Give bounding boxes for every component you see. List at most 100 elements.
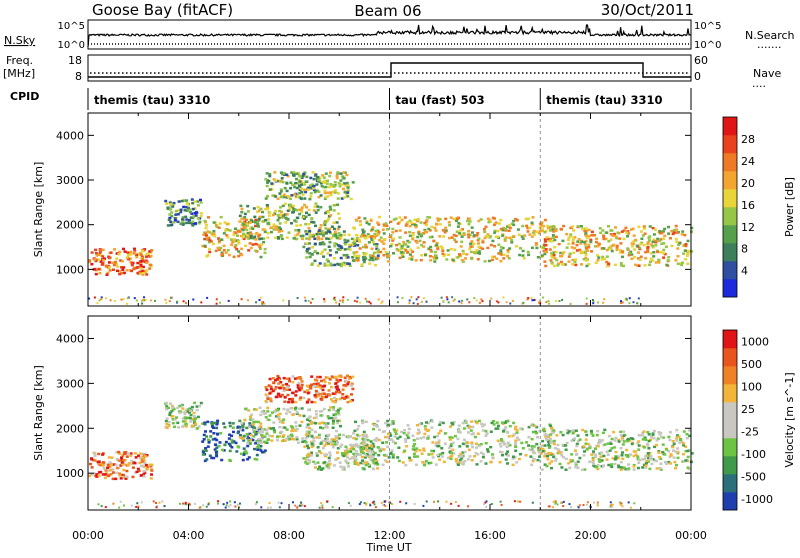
echo-cell [386, 425, 390, 428]
echo-cell [316, 175, 320, 179]
echo-cell [554, 228, 558, 231]
echo-cell [299, 388, 303, 391]
echo-cell [308, 184, 312, 187]
echo-cell [214, 450, 218, 454]
echo-cell [88, 474, 91, 478]
echo-cell [508, 236, 512, 240]
echo-cell [94, 251, 98, 255]
echo-cell [536, 256, 540, 259]
y-axis-title: Slant Range [km] [32, 162, 45, 258]
echo-cell [308, 252, 312, 255]
echo-cell [364, 433, 368, 437]
echo-cell [434, 444, 438, 447]
echo-cell [370, 238, 374, 242]
echo-cell [103, 257, 106, 260]
echo-cell [503, 238, 507, 241]
echo-cell [108, 461, 112, 464]
echo-cell [343, 452, 347, 455]
echo-cell [408, 253, 412, 256]
echo-cell [570, 453, 574, 456]
echo-cell [253, 457, 257, 461]
echo-cell [101, 473, 105, 476]
echo-cell [202, 438, 206, 441]
echo-cell [227, 253, 231, 257]
echo-cell [405, 222, 409, 225]
echo-cell [229, 238, 233, 241]
echo-cell [271, 389, 275, 393]
echo-cell [246, 436, 250, 440]
echo-cell [339, 233, 343, 237]
echo-cell [517, 233, 521, 236]
echo-cell [629, 453, 632, 456]
echo-cell [351, 243, 355, 246]
echo-cell [576, 225, 580, 228]
echo-cell [321, 504, 324, 507]
echo-cell [385, 441, 389, 444]
echo-cell [620, 454, 624, 457]
echo-cell [391, 420, 395, 423]
echo-cell [386, 228, 389, 231]
echo-cell [201, 450, 205, 454]
echo-cell [264, 207, 268, 211]
echo-cell [386, 419, 390, 423]
echo-cell [309, 422, 313, 425]
echo-cell [144, 463, 148, 467]
echo-cell [260, 450, 264, 454]
echo-cell [172, 201, 176, 205]
echo-cell [269, 385, 273, 388]
echo-cell [619, 461, 623, 464]
echo-cell [439, 429, 443, 433]
echo-cell [265, 429, 269, 432]
echo-cell [411, 434, 415, 437]
echo-cell [585, 247, 588, 250]
echo-cell [267, 214, 271, 217]
echo-cell [551, 234, 555, 237]
echo-cell [544, 452, 547, 456]
echo-cell [321, 174, 325, 177]
echo-cell [403, 429, 407, 432]
echo-cell [543, 218, 547, 222]
echo-cell [357, 424, 361, 428]
echo-cell [539, 301, 542, 304]
colorbar-tick-label: 24 [741, 155, 755, 168]
echo-cell [302, 172, 306, 176]
echo-cell [238, 419, 242, 423]
echo-cell [319, 386, 323, 390]
echo-cell [576, 466, 580, 470]
echo-cell [376, 221, 380, 224]
echo-cell [418, 239, 422, 243]
echo-cell [404, 224, 408, 227]
echo-cell [537, 446, 541, 450]
echo-cell [450, 502, 453, 505]
echo-cell [635, 244, 639, 247]
echo-cell [93, 258, 97, 261]
echo-cell [300, 383, 304, 387]
echo-cell [567, 242, 571, 246]
echo-cell [410, 296, 413, 299]
echo-cell [423, 463, 427, 467]
echo-cell [511, 457, 515, 460]
echo-cell [104, 506, 107, 509]
echo-cell [367, 234, 370, 238]
echo-cell [343, 241, 347, 245]
echo-cell [414, 449, 418, 453]
echo-cell [607, 434, 611, 438]
echo-cell [278, 209, 282, 213]
echo-cell [185, 202, 189, 205]
echo-cell [403, 449, 407, 453]
echo-cell [549, 424, 553, 428]
y-tick-label: 3000 [56, 377, 84, 390]
echo-cell [643, 457, 646, 461]
echo-cell [413, 442, 417, 446]
echo-cell [591, 456, 595, 460]
echo-cell [227, 437, 231, 440]
echo-cell [361, 450, 365, 453]
echo-cell [429, 245, 433, 249]
echo-cell [265, 388, 269, 392]
echo-cell [476, 232, 480, 235]
echo-cell [404, 440, 408, 443]
echo-cell [410, 221, 414, 224]
echo-cell [463, 450, 467, 454]
echo-cell [347, 450, 351, 453]
echo-cell [326, 464, 330, 467]
